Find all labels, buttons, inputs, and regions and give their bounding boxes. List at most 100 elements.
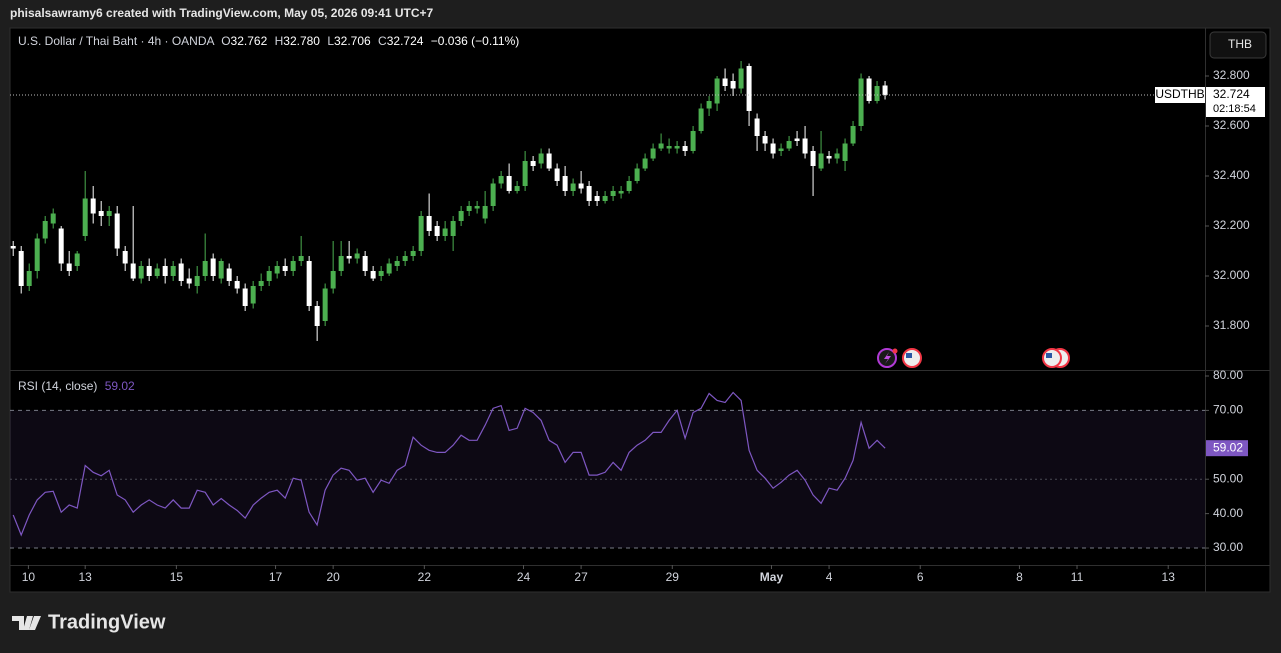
symbol: U.S. Dollar / Thai Baht · 4h · OANDA — [18, 34, 215, 48]
y-tick-label: 32.600 — [1213, 118, 1250, 132]
candle-body — [570, 183, 576, 191]
candle-body — [218, 261, 224, 279]
y-tick-label: 32.800 — [1213, 68, 1250, 82]
field-value: 32.724 — [387, 34, 424, 48]
event-dot — [892, 348, 898, 354]
field-value: 32.780 — [283, 34, 320, 48]
candle-body — [874, 86, 880, 101]
candle-body — [730, 81, 736, 89]
candle-body — [738, 68, 744, 89]
legend: U.S. Dollar / Thai Baht · 4h · OANDA O32… — [18, 34, 519, 48]
candle-body — [722, 78, 728, 86]
x-tick-label: 13 — [1162, 570, 1176, 584]
x-tick-label: 11 — [1071, 570, 1084, 584]
candle-body — [234, 281, 240, 289]
currency[interactable]: THB — [1228, 37, 1252, 51]
ticker-tag — [1155, 87, 1205, 103]
candle-body — [594, 196, 600, 201]
candle-body — [610, 191, 616, 196]
candle-body — [626, 181, 632, 191]
candle-body — [346, 256, 352, 259]
candle-body — [538, 153, 544, 164]
y-tick-label: 80.00 — [1213, 368, 1243, 382]
credit: phisalsawramy6 created with TradingView.… — [10, 6, 434, 20]
candle-body — [498, 176, 504, 184]
flag-canton — [1046, 353, 1052, 358]
candle-body — [226, 268, 232, 281]
candle-body — [442, 228, 448, 236]
candle-body — [426, 216, 432, 231]
brand: TradingView — [48, 611, 166, 633]
candle-body — [834, 153, 840, 159]
candle-body — [490, 183, 496, 206]
candle-body — [602, 196, 608, 201]
candle-body — [802, 138, 808, 154]
price-tag — [1206, 87, 1265, 117]
candle-body — [458, 211, 464, 221]
candle-body — [474, 206, 480, 209]
event-icon-bolt — [884, 352, 891, 364]
candle-body — [250, 286, 256, 304]
candle-body — [122, 251, 128, 264]
candle-body — [714, 78, 720, 104]
candle-body — [362, 256, 368, 271]
candle-body — [314, 306, 320, 326]
candle-body — [690, 131, 696, 151]
candle-body — [578, 183, 584, 189]
candle-body — [258, 281, 264, 286]
rsi-line — [12, 391, 886, 537]
candle-body — [530, 161, 536, 166]
candle-body — [146, 266, 152, 276]
field-value: 32.762 — [231, 34, 268, 48]
candle-body — [18, 251, 24, 286]
candle-body — [114, 213, 120, 249]
candle-body — [434, 226, 440, 236]
candle-body — [378, 271, 384, 276]
candle-body — [450, 221, 456, 236]
x-tick-label: 8 — [1016, 570, 1023, 584]
candle-body — [418, 216, 424, 251]
candle-body — [546, 153, 552, 169]
candle-body — [138, 266, 144, 279]
candle-body — [642, 158, 648, 169]
candle-body — [506, 176, 512, 191]
field-value: 32.706 — [334, 34, 371, 48]
candle-body — [298, 256, 304, 261]
candle-body — [634, 168, 640, 181]
candle-body — [514, 186, 520, 191]
currency-button[interactable] — [1209, 31, 1267, 59]
x-tick-label: 15 — [170, 570, 184, 584]
candle-body — [522, 161, 528, 186]
x-tick-label: 22 — [418, 570, 432, 584]
candle-body — [810, 151, 816, 166]
candle-body — [82, 198, 88, 236]
candle-body — [850, 126, 856, 144]
candle-body — [394, 261, 400, 266]
y-tick-label: 30.00 — [1213, 540, 1243, 554]
candle-body — [106, 211, 112, 216]
y-tick-label: 70.00 — [1213, 403, 1243, 417]
candle-body — [154, 268, 160, 276]
candle-body — [586, 186, 592, 201]
countdown: 02:18:54 — [1213, 103, 1256, 115]
flag-canton — [906, 353, 912, 358]
candle-body — [794, 138, 800, 141]
candles — [10, 61, 888, 341]
candle-body — [698, 108, 704, 131]
rsi-tag-label: 59.02 — [1213, 440, 1243, 454]
x-tick-label: 13 — [79, 570, 93, 584]
candle-body — [322, 288, 328, 321]
candle-body — [618, 191, 624, 194]
x-tick-label: 27 — [574, 570, 588, 584]
candle-body — [370, 271, 376, 279]
candle-body — [818, 153, 824, 169]
candle-body — [706, 101, 712, 109]
logo-mark — [12, 616, 41, 630]
x-tick-label: 20 — [326, 570, 340, 584]
candle-body — [666, 146, 672, 149]
candle-body — [554, 168, 560, 181]
field-key: C — [378, 34, 387, 48]
candle-body — [330, 271, 336, 289]
event-icons[interactable] — [877, 348, 1070, 368]
